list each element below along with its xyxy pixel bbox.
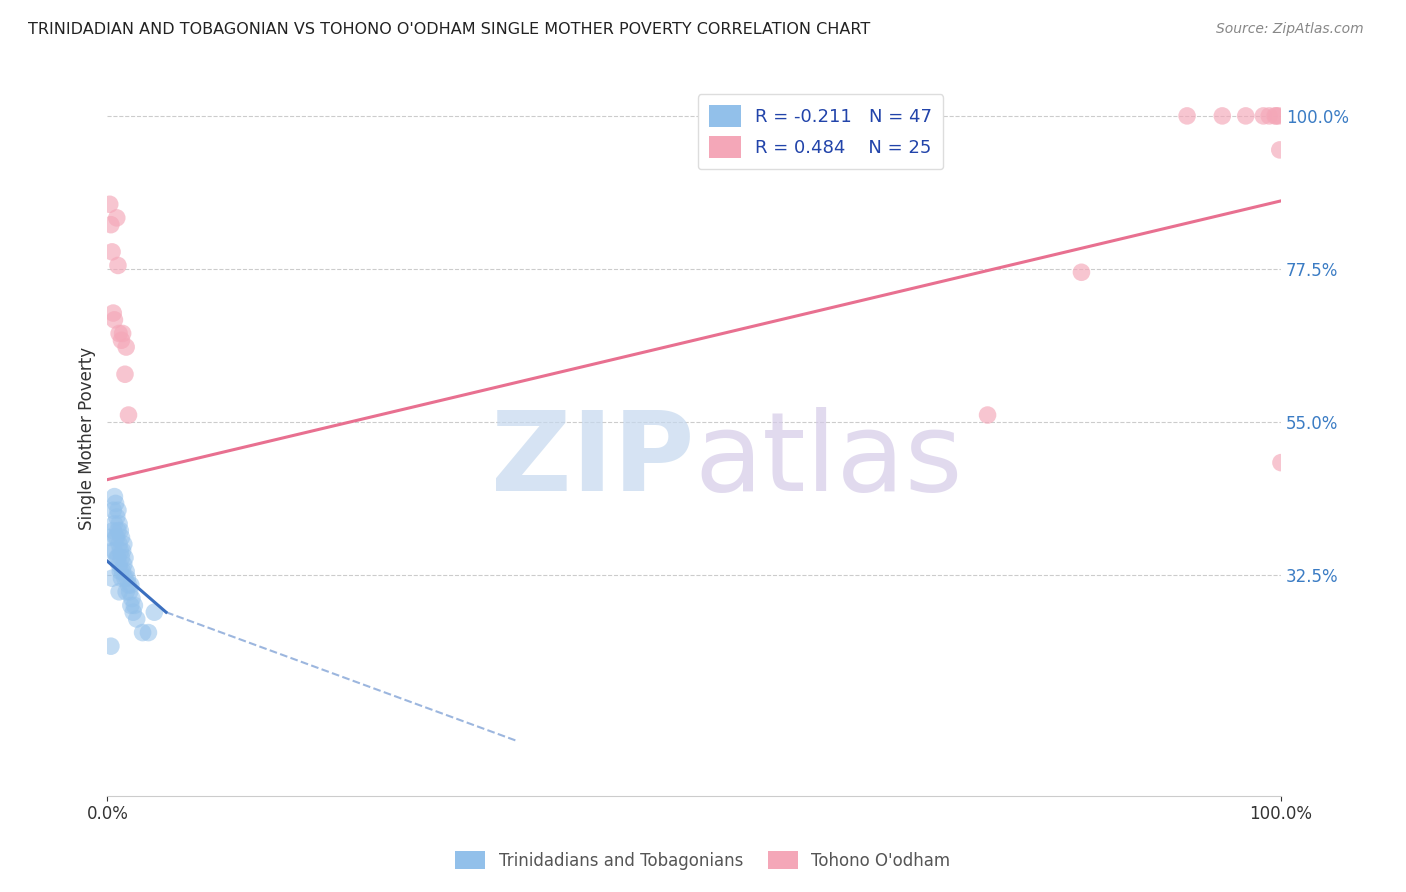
Point: [108, 326, 131, 341]
Point: [101, 544, 124, 558]
Point: [110, 530, 132, 544]
Point: [110, 544, 132, 558]
Point: [103, 503, 125, 517]
Point: [108, 537, 131, 551]
Text: Source: ZipAtlas.com: Source: ZipAtlas.com: [1216, 22, 1364, 37]
Y-axis label: Single Mother Poverty: Single Mother Poverty: [79, 347, 96, 531]
Point: [115, 584, 138, 599]
Point: [1070, 265, 1092, 279]
Point: [131, 625, 153, 640]
Point: [115, 565, 138, 579]
Point: [103, 524, 125, 538]
Point: [103, 490, 125, 504]
Point: [1258, 109, 1281, 123]
Point: [114, 368, 136, 382]
Point: [124, 599, 146, 613]
Point: [111, 544, 134, 558]
Point: [104, 530, 127, 544]
Point: [976, 408, 998, 422]
Point: [1175, 109, 1198, 123]
Text: atlas: atlas: [695, 407, 963, 514]
Point: [103, 544, 125, 558]
Point: [117, 408, 139, 422]
Point: [110, 571, 132, 585]
Point: [101, 571, 124, 585]
Point: [114, 571, 136, 585]
Point: [1264, 109, 1286, 123]
Point: [105, 510, 128, 524]
Point: [110, 565, 132, 579]
Point: [118, 584, 141, 599]
Point: [108, 558, 131, 572]
Point: [107, 550, 129, 565]
Point: [98, 530, 121, 544]
Point: [1268, 143, 1291, 157]
Point: [103, 516, 125, 531]
Point: [101, 244, 124, 259]
Point: [114, 550, 136, 565]
Point: [100, 218, 122, 232]
Point: [100, 639, 122, 653]
Point: [121, 591, 143, 606]
Point: [117, 578, 139, 592]
Point: [117, 571, 139, 585]
Point: [120, 578, 142, 592]
Point: [112, 537, 135, 551]
Point: [110, 524, 132, 538]
Point: [112, 558, 135, 572]
Point: [103, 313, 125, 327]
Point: [111, 565, 134, 579]
Point: [120, 599, 142, 613]
Point: [108, 584, 131, 599]
Point: [105, 211, 128, 225]
Text: ZIP: ZIP: [491, 407, 695, 514]
Point: [105, 550, 128, 565]
Legend: R = -0.211   N = 47, R = 0.484    N = 25: R = -0.211 N = 47, R = 0.484 N = 25: [697, 95, 943, 169]
Point: [138, 625, 160, 640]
Point: [107, 503, 129, 517]
Text: TRINIDADIAN AND TOBAGONIAN VS TOHONO O'ODHAM SINGLE MOTHER POVERTY CORRELATION C: TRINIDADIAN AND TOBAGONIAN VS TOHONO O'O…: [28, 22, 870, 37]
Point: [122, 605, 145, 619]
Point: [98, 197, 121, 211]
Point: [110, 333, 132, 347]
Point: [110, 550, 132, 565]
Point: [105, 530, 128, 544]
Point: [143, 605, 166, 619]
Point: [103, 306, 125, 320]
Point: [111, 326, 134, 341]
Point: [1267, 109, 1289, 123]
Point: [1253, 109, 1275, 123]
Point: [107, 524, 129, 538]
Point: [115, 340, 138, 354]
Point: [1234, 109, 1257, 123]
Point: [1270, 456, 1292, 470]
Point: [104, 496, 127, 510]
Point: [107, 259, 129, 273]
Point: [108, 516, 131, 531]
Point: [125, 612, 148, 626]
Point: [1211, 109, 1233, 123]
Legend: Trinidadians and Tobagonians, Tohono O'odham: Trinidadians and Tobagonians, Tohono O'o…: [449, 845, 957, 877]
Point: [1265, 109, 1288, 123]
